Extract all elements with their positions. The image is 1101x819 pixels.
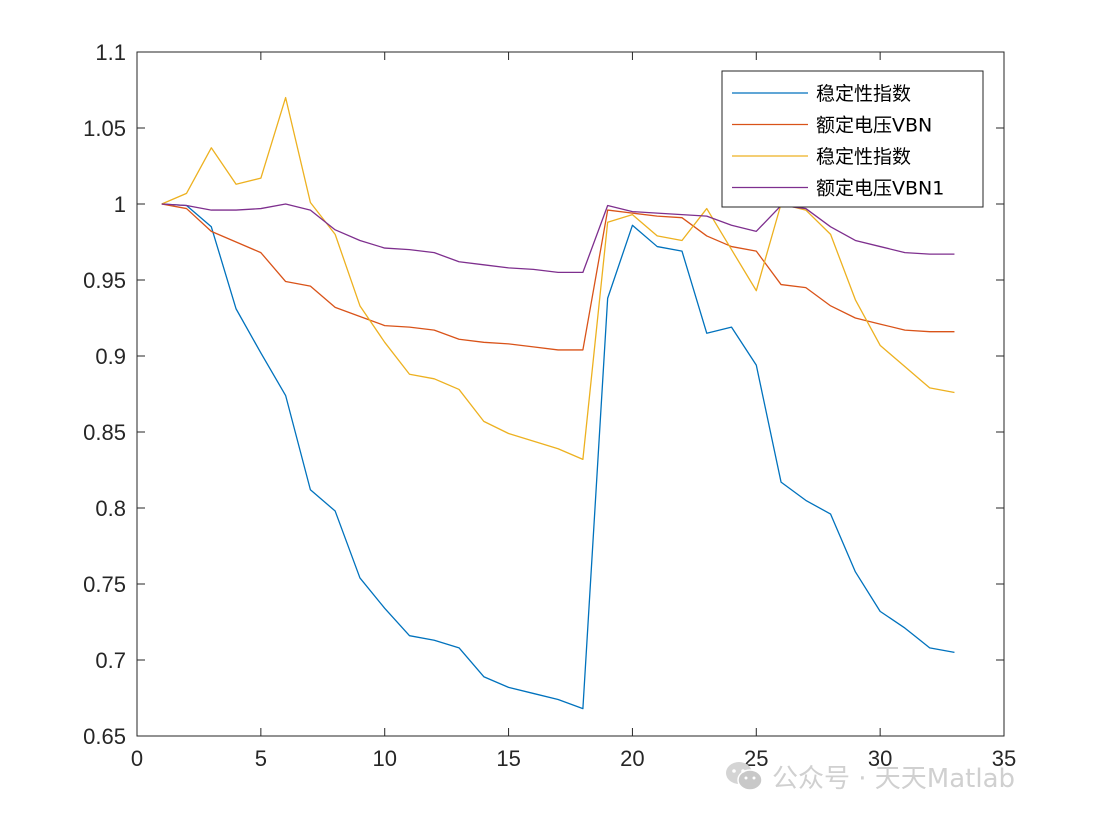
y-tick-label: 1 <box>114 192 126 217</box>
x-tick-label: 30 <box>868 746 892 771</box>
legend-label-2: 额定电压VBN <box>816 115 932 137</box>
legend-label-1: 稳定性指数 <box>816 83 911 105</box>
series-layer <box>161 96 955 710</box>
legend-label-4: 额定电压VBN1 <box>816 178 944 200</box>
wechat-icon <box>726 762 763 791</box>
legend-box <box>721 70 984 208</box>
x-tick-label: 5 <box>255 746 267 771</box>
x-tick-label: 10 <box>372 746 396 771</box>
x-tick-label: 0 <box>131 746 143 771</box>
axes-layer: 0 5 10 15 20 25 30 350.650.70.750.80.850.90.951… <box>83 40 1016 771</box>
y-tick-label: 0.85 <box>83 420 126 445</box>
axes-box <box>136 51 1005 737</box>
y-tick-label: 0.9 <box>95 344 126 369</box>
x-tick-label: 15 <box>496 746 520 771</box>
y-tick-label: 1.1 <box>95 40 126 65</box>
x-tick-label: 35 <box>992 746 1016 771</box>
legend-label-3: 稳定性指数 <box>816 146 911 168</box>
y-tick-label: 0.7 <box>95 648 126 673</box>
y-tick-label: 0.8 <box>95 496 126 521</box>
series-line-2 <box>161 203 955 351</box>
y-tick-label: 0.65 <box>83 724 126 749</box>
watermark: 公众号 · 天天Matlab <box>724 756 1015 796</box>
x-tick-label: 20 <box>620 746 644 771</box>
y-tick-label: 0.75 <box>83 572 126 597</box>
watermark-text: 公众号 · 天天Matlab <box>772 763 1016 794</box>
series-line-3 <box>161 96 955 461</box>
y-tick-label: 1.05 <box>83 116 126 141</box>
y-tick-label: 0.95 <box>83 268 126 293</box>
series-line-4 <box>161 203 955 274</box>
series-line-1 <box>161 203 955 710</box>
